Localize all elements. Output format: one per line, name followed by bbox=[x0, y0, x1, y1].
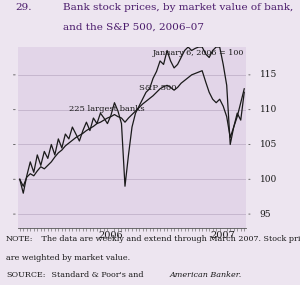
Text: 115: 115 bbox=[260, 70, 277, 79]
Text: are weighted by market value.: are weighted by market value. bbox=[6, 254, 130, 262]
Text: 105: 105 bbox=[260, 140, 277, 149]
Text: SOURCE:: SOURCE: bbox=[6, 271, 46, 279]
Text: 95: 95 bbox=[260, 209, 271, 219]
Text: 225 largest banks: 225 largest banks bbox=[69, 105, 145, 113]
Text: The data are weekly and extend through March 2007. Stock prices: The data are weekly and extend through M… bbox=[39, 235, 300, 243]
Text: Standard & Poor's and: Standard & Poor's and bbox=[49, 271, 146, 279]
Text: 29.: 29. bbox=[15, 3, 31, 12]
Text: American Banker.: American Banker. bbox=[169, 271, 242, 279]
Text: S&P 500: S&P 500 bbox=[139, 84, 176, 92]
Text: and the S&P 500, 2006–07: and the S&P 500, 2006–07 bbox=[63, 23, 204, 32]
Text: Bank stock prices, by market value of bank,: Bank stock prices, by market value of ba… bbox=[63, 3, 293, 12]
Text: January 6, 2006 = 100: January 6, 2006 = 100 bbox=[152, 49, 244, 57]
Text: 100: 100 bbox=[260, 175, 277, 184]
Text: 110: 110 bbox=[260, 105, 277, 114]
Text: NOTE:: NOTE: bbox=[6, 235, 34, 243]
